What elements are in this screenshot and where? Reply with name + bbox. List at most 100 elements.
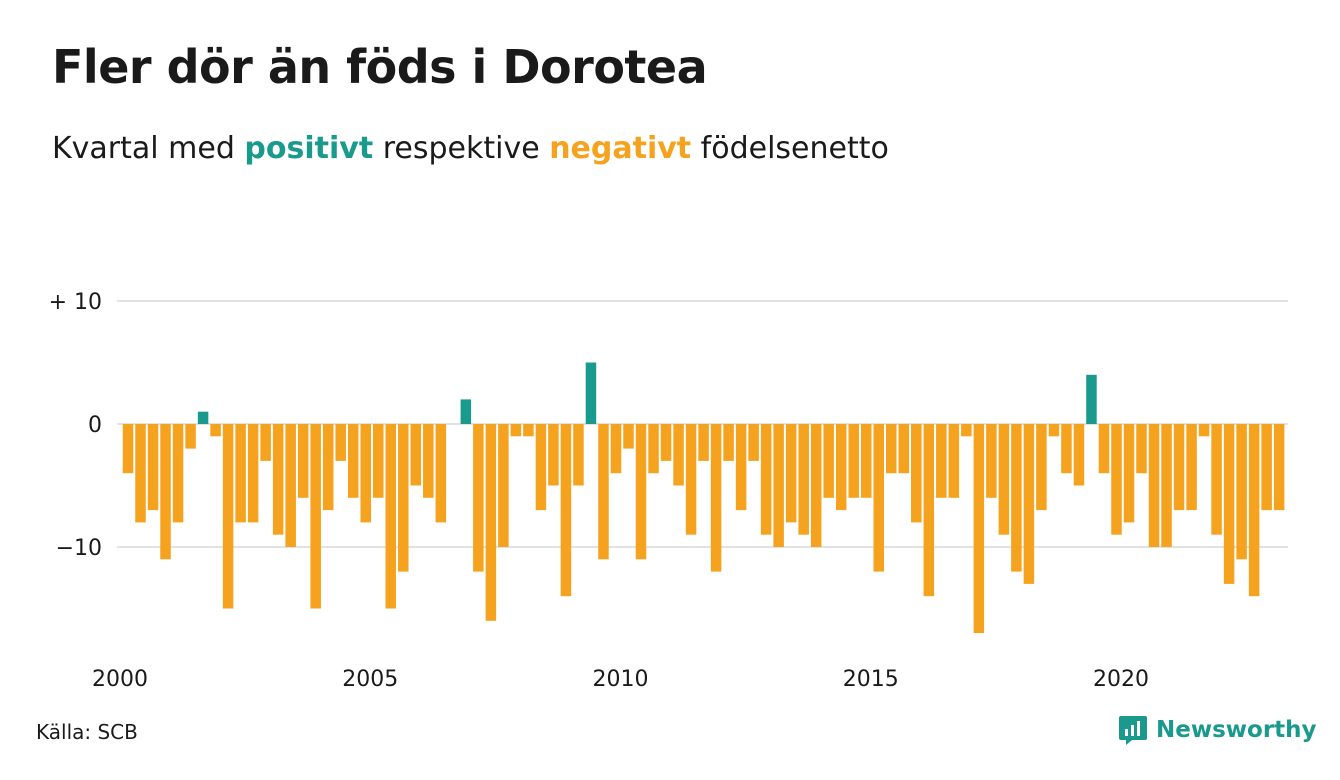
bar-negative	[623, 424, 634, 449]
newsworthy-logo: Newsworthy	[1118, 714, 1317, 746]
bar-negative	[297, 424, 309, 498]
bar-negative	[773, 424, 784, 547]
x-tick-label: 2015	[843, 667, 899, 692]
bar-negative	[1161, 424, 1172, 547]
bar-negative	[335, 424, 346, 461]
bar-negative	[172, 424, 184, 523]
bar-negative	[1273, 424, 1285, 511]
bar-negative	[723, 424, 734, 461]
bar-negative	[911, 424, 922, 523]
bar-negative	[1136, 424, 1147, 474]
bar-negative	[398, 424, 409, 572]
bar-negative	[735, 424, 747, 511]
bar-negative	[660, 424, 672, 461]
bar-negative	[1098, 424, 1110, 474]
bar-negative	[573, 424, 584, 486]
bar-negative	[1248, 424, 1260, 597]
bar-negative	[1011, 424, 1022, 572]
bar-negative	[310, 424, 321, 609]
subtitle-positive-label: positivt	[244, 131, 374, 166]
bar-negative	[210, 424, 221, 437]
bar-negative	[710, 424, 722, 572]
bar-negative	[810, 424, 822, 547]
subtitle-text-3: födelsenetto	[691, 131, 889, 166]
bar-negative	[1148, 424, 1160, 547]
x-tick-label: 2000	[92, 667, 148, 692]
bar-negative	[760, 424, 772, 535]
subtitle-text-1: Kvartal med	[52, 131, 245, 166]
bar-negative	[285, 424, 296, 547]
bar-negative	[998, 424, 1010, 535]
bar-positive	[460, 399, 472, 424]
bar-negative	[823, 424, 834, 498]
bar-negative	[1023, 424, 1035, 584]
bar-negative	[498, 424, 509, 547]
bar-negative	[973, 424, 985, 634]
bar-positive	[1086, 374, 1097, 424]
bar-negative	[948, 424, 960, 498]
bar-negative	[848, 424, 859, 498]
bar-negative	[222, 424, 234, 609]
y-tick-label: −10	[56, 536, 102, 561]
bar-negative	[373, 424, 384, 498]
bar-negative	[260, 424, 271, 461]
bar-negative	[347, 424, 359, 498]
bar-negative	[873, 424, 884, 572]
bar-negative	[936, 424, 947, 498]
bar-negative	[1048, 424, 1060, 437]
bar-positive	[585, 362, 597, 424]
bar-negative	[423, 424, 434, 498]
bar-negative	[610, 424, 622, 474]
bar-negative	[247, 424, 259, 523]
subtitle-text-2: respektive	[373, 131, 550, 166]
bar-chart: + 10 0 −10 2000 2005 2010 2015 2020	[49, 290, 1288, 692]
bar-negative	[485, 424, 497, 621]
bar-negative	[1123, 424, 1135, 523]
bar-negative	[1236, 424, 1247, 560]
bar-negative	[322, 424, 334, 511]
bar-negative	[435, 424, 447, 523]
bar-negative	[523, 424, 534, 437]
y-tick-label: + 10	[49, 290, 102, 315]
bar-negative	[147, 424, 159, 511]
bar-negative	[961, 424, 972, 437]
bar-negative	[898, 424, 910, 474]
bar-negative	[1186, 424, 1197, 511]
bar-negative	[798, 424, 809, 535]
bar-negative	[673, 424, 684, 486]
bar-negative	[860, 424, 872, 498]
bar-negative	[535, 424, 547, 511]
source-note: Källa: SCB	[36, 720, 138, 744]
bar-negative	[698, 424, 709, 461]
bar-negative	[598, 424, 609, 560]
bar-negative	[685, 424, 697, 535]
bar-negative	[748, 424, 759, 461]
bar-negative	[835, 424, 847, 511]
bar-negative	[1036, 424, 1047, 511]
brand-name: Newsworthy	[1156, 717, 1317, 743]
x-tick-label: 2010	[593, 667, 649, 692]
bar-negative	[648, 424, 659, 474]
x-tick-label: 2005	[342, 667, 398, 692]
bar-negative	[185, 424, 196, 449]
bar-negative	[1198, 424, 1210, 437]
bar-positive	[197, 411, 209, 424]
x-tick-label: 2020	[1093, 667, 1149, 692]
bar-negative	[886, 424, 897, 474]
bar-negative	[360, 424, 371, 523]
bar-negative	[1173, 424, 1185, 511]
bar-negative	[385, 424, 397, 609]
bar-negative	[160, 424, 171, 560]
bar-negative	[235, 424, 246, 523]
bar-negative	[272, 424, 284, 535]
chart-subtitle: Kvartal med positivt respektive negativt…	[52, 131, 889, 166]
bar-negative	[473, 424, 484, 572]
bar-negative	[510, 424, 522, 437]
bar-negative	[122, 424, 134, 474]
bar-negative	[1111, 424, 1122, 535]
bar-negative	[986, 424, 997, 498]
y-tick-label: 0	[88, 413, 102, 438]
bar-negative	[923, 424, 935, 597]
subtitle-negative-label: negativt	[549, 131, 692, 166]
bar-negative	[1261, 424, 1272, 511]
